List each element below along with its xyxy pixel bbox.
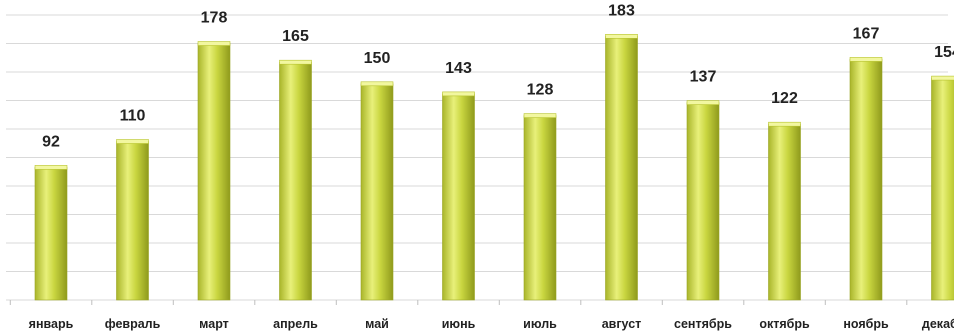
bar-top-февраль	[116, 139, 149, 144]
bar-top-март	[197, 41, 231, 46]
x-tick-label-октябрь: октябрь	[759, 317, 810, 331]
bar-top-июль	[523, 113, 557, 118]
bar-top-май	[360, 81, 394, 87]
bar-ноябрь	[849, 59, 883, 301]
x-tick-label-март: март	[199, 317, 229, 331]
data-label-октябрь: 122	[771, 90, 798, 107]
bar-top-октябрь	[768, 121, 801, 127]
bar-июль	[523, 115, 557, 301]
data-label-март: 178	[201, 10, 228, 27]
x-tick-label-май: май	[365, 317, 389, 331]
data-label-апрель: 165	[282, 28, 309, 45]
data-label-май: 150	[364, 50, 391, 67]
bar-октябрь	[768, 123, 801, 301]
x-tick-label-апрель: апрель	[273, 317, 318, 331]
x-tick-label-июнь: июнь	[442, 317, 476, 331]
bar-январь	[34, 167, 68, 301]
value-labels: 92 110 178 165 150 143 128 183 137 122 167 154	[42, 2, 954, 150]
data-label-август: 183	[608, 2, 635, 19]
x-tick-label-декабрь: декабрь	[922, 317, 954, 331]
bar-top-июнь	[442, 91, 475, 97]
bars	[34, 33, 954, 301]
bar-top-август	[605, 33, 638, 39]
bar-апрель	[279, 61, 312, 301]
data-label-декабрь: 154	[934, 44, 954, 61]
bar-top-январь	[34, 165, 68, 170]
data-label-сентябрь: 137	[690, 69, 717, 86]
bar-top-сентябрь	[686, 100, 720, 105]
data-label-июнь: 143	[445, 60, 472, 77]
data-label-июль: 128	[527, 82, 554, 99]
x-tick-label-сентябрь: сентябрь	[674, 317, 732, 331]
data-label-февраль: 110	[120, 108, 146, 125]
data-label-ноябрь: 167	[853, 25, 880, 42]
bar-март	[197, 43, 231, 301]
bar-июнь	[442, 93, 475, 301]
bar-декабрь	[931, 77, 954, 301]
x-tick-label-ноябрь: ноябрь	[843, 317, 889, 331]
x-tick-label-январь: январь	[29, 317, 74, 331]
x-tick-label-июль: июль	[523, 317, 557, 331]
bar-top-декабрь	[931, 75, 954, 81]
x-tick-label-февраль: февраль	[105, 317, 161, 331]
bar-top-апрель	[279, 59, 312, 65]
data-label-январь: 92	[42, 133, 60, 150]
bar-август	[605, 35, 638, 301]
bar-февраль	[116, 141, 149, 301]
bar-top-ноябрь	[849, 57, 883, 62]
bar-май	[360, 83, 394, 301]
x-tick-label-август: август	[602, 317, 642, 331]
category-labels: январь февраль март апрель май июнь июль август…	[29, 317, 954, 331]
gridlines	[6, 14, 948, 305]
bar-сентябрь	[686, 102, 720, 301]
